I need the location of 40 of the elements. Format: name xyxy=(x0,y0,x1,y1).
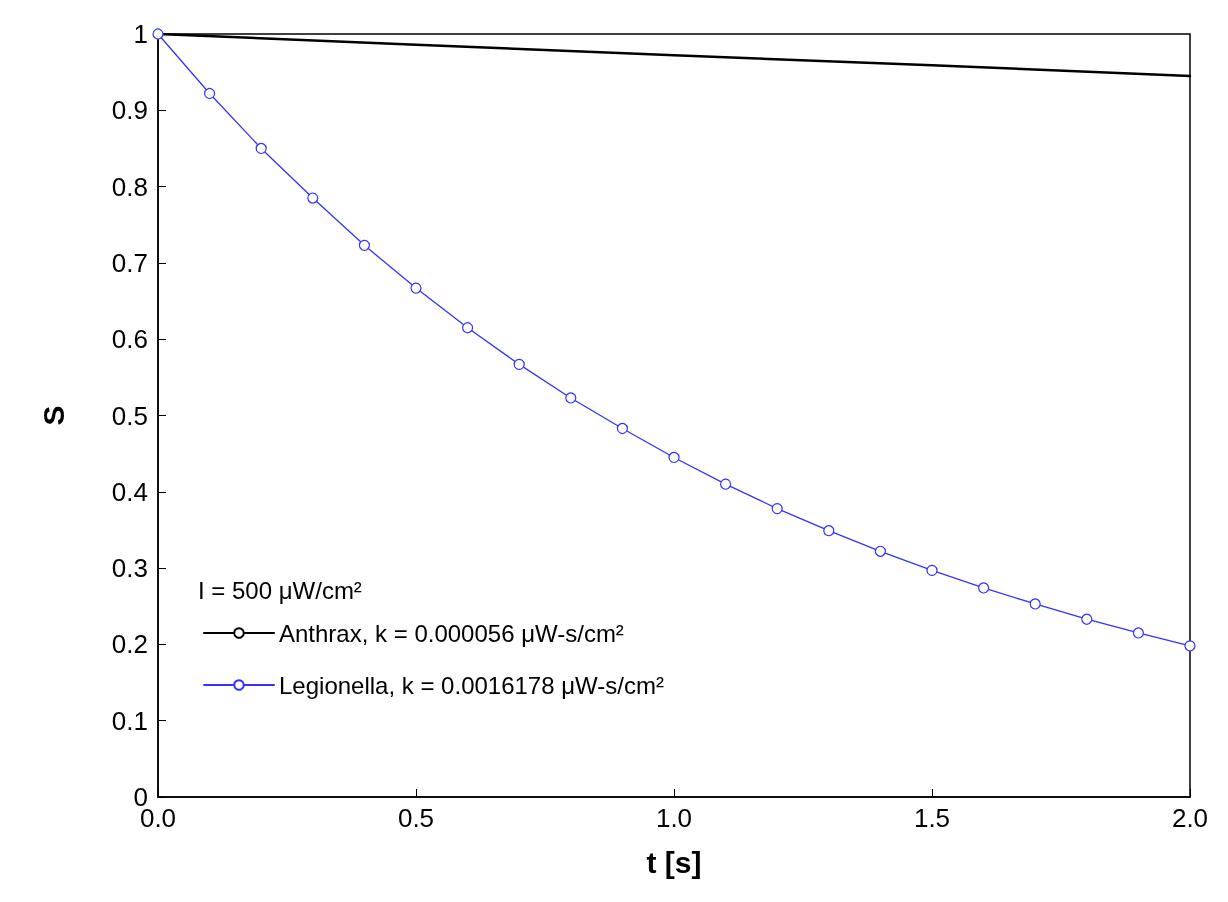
y-tick-label: 0.5 xyxy=(111,400,148,431)
x-tick-label: 1.0 xyxy=(655,803,693,833)
y-tick-label: 0.2 xyxy=(111,629,148,660)
point xyxy=(1132,627,1144,639)
point xyxy=(616,422,628,435)
point xyxy=(462,322,474,334)
point xyxy=(513,358,525,370)
y-tick-label: 0.9 xyxy=(111,95,148,126)
point xyxy=(720,478,732,490)
point xyxy=(874,545,886,557)
point xyxy=(1081,613,1093,625)
legend-label: Anthrax, k = 0.000056 μW-s/cm² xyxy=(279,619,624,647)
y-tick-label: 0.8 xyxy=(111,171,148,202)
x-tick-label: 1.5 xyxy=(913,803,951,833)
point xyxy=(668,451,680,464)
point xyxy=(978,582,990,594)
point xyxy=(823,525,835,537)
y-tick-label: 1 xyxy=(133,19,148,49)
point xyxy=(926,564,938,576)
x-axis-title: t [s] xyxy=(646,845,702,879)
y-tick-label: 0.6 xyxy=(111,324,148,355)
point xyxy=(307,192,319,204)
y-tick-label: 0.4 xyxy=(111,476,148,507)
legend-label: Legionella, k = 0.0016178 μW-s/cm² xyxy=(279,671,664,699)
x-tick-label: 2.0 xyxy=(1171,803,1209,833)
point xyxy=(204,87,216,100)
y-tick-label: 0.1 xyxy=(111,705,148,736)
point xyxy=(771,502,783,515)
point xyxy=(1184,640,1196,652)
point xyxy=(358,239,370,251)
x-tick-label: 0.5 xyxy=(397,803,435,833)
point xyxy=(410,282,422,294)
point xyxy=(1029,598,1041,610)
point xyxy=(255,142,267,155)
y-axis-title: S xyxy=(36,405,70,426)
point xyxy=(152,28,164,40)
point xyxy=(565,392,577,404)
y-tick-label: 0.7 xyxy=(111,247,148,278)
y-tick-label: 0.3 xyxy=(111,553,148,584)
legend-title: I = 500 μW/cm² xyxy=(198,576,362,604)
